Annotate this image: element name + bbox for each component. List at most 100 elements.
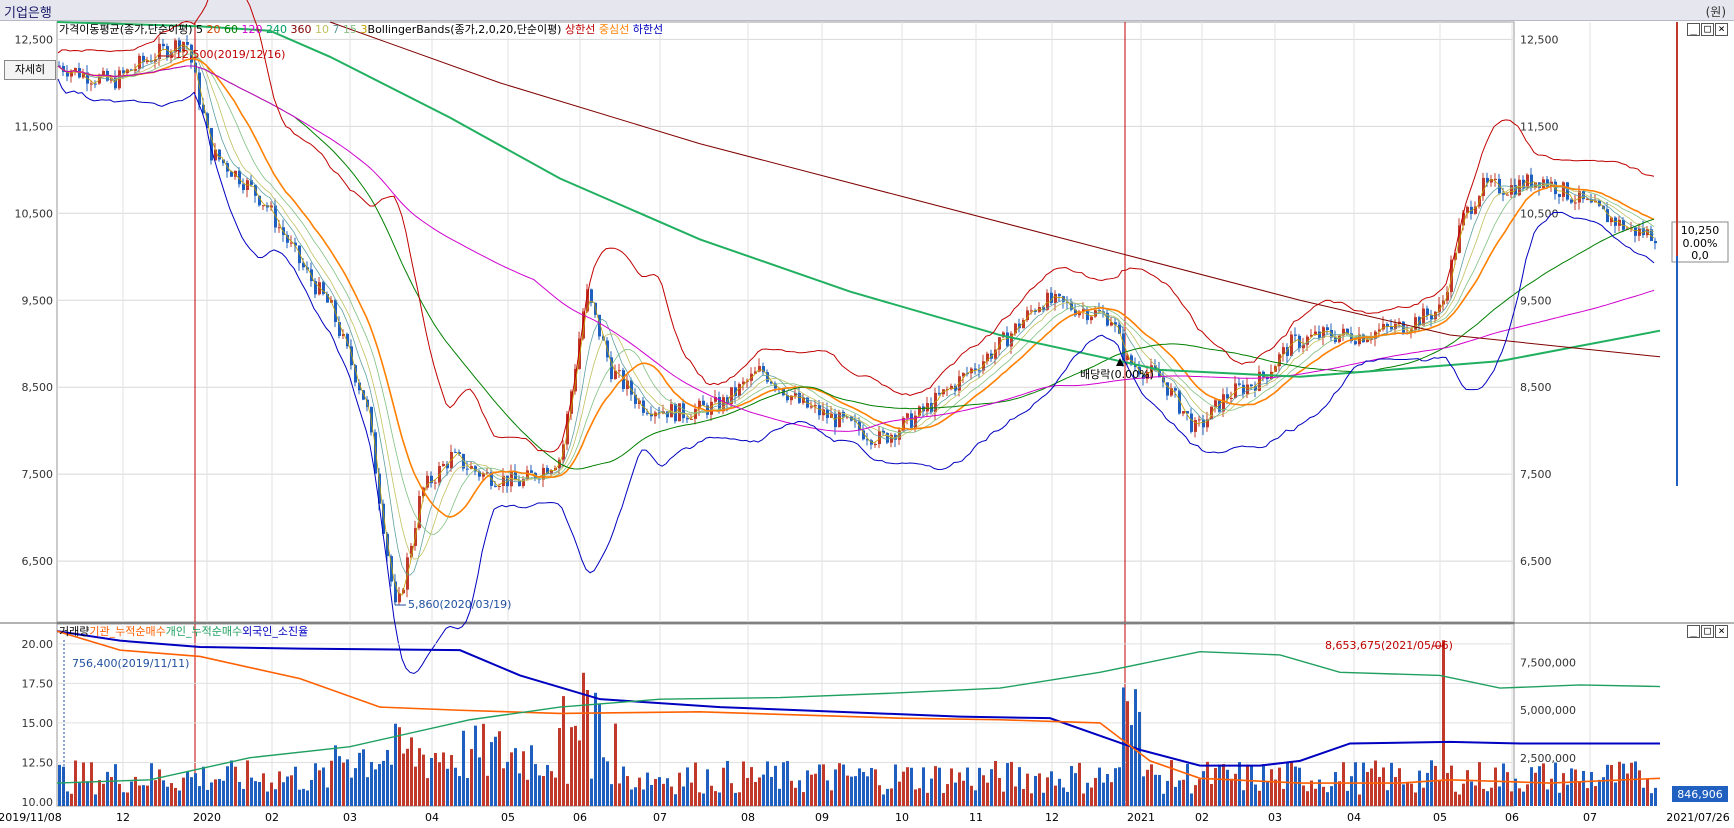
volume-bar [1262, 764, 1265, 806]
volume-bar [150, 763, 153, 806]
volume-bar [1634, 761, 1637, 806]
volume-bar [354, 768, 357, 806]
volume-panel-window-buttons[interactable]: _ □ × [1686, 624, 1728, 638]
minimize-icon[interactable]: _ [1687, 23, 1700, 36]
price-legend-item: 20 [203, 23, 221, 36]
volume-bar [378, 763, 381, 806]
volume-bar [1250, 764, 1253, 806]
candle-body [758, 366, 761, 372]
volume-bar [1194, 785, 1197, 806]
volume-bar [398, 727, 401, 806]
price-panel-window-buttons[interactable]: _ □ × [1686, 22, 1728, 36]
x-tick-label: 09 [815, 811, 829, 824]
volume-bar [822, 764, 825, 806]
volume-bar [1494, 767, 1497, 806]
candle-body [470, 466, 473, 469]
volume-bar [570, 727, 573, 806]
candle-body [1558, 194, 1561, 197]
high-annotation: 12,500(2019/12/16) [175, 48, 285, 61]
volume-bar [486, 775, 489, 806]
individual-cumulative-line [56, 651, 1661, 784]
volume-bar [442, 752, 445, 806]
candle-body [394, 581, 397, 603]
volume-bar [1342, 762, 1345, 806]
volume-bar [282, 782, 285, 806]
candle-body [426, 475, 429, 488]
volume-bar [1542, 763, 1545, 806]
candle-body [1250, 384, 1253, 387]
volume-bar [594, 692, 597, 806]
candle-body [1202, 419, 1205, 428]
volume-bar [1038, 773, 1041, 806]
candle-body [322, 282, 325, 294]
volume-bar [642, 789, 645, 806]
volume-bar [1234, 773, 1237, 806]
volume-bar [962, 780, 965, 806]
volume-bar [166, 786, 169, 806]
volume-bar [1386, 790, 1389, 806]
volume-bar [1394, 777, 1397, 806]
volume-bar [534, 764, 537, 806]
candle-body [234, 170, 237, 177]
volume-tick-right: 7,500,000 [1520, 656, 1576, 669]
candle-body [1042, 307, 1045, 310]
detail-button[interactable]: 자세히 [4, 60, 56, 80]
candle-body [1446, 292, 1449, 301]
candle-body [1014, 323, 1017, 334]
candle-body [258, 195, 261, 206]
candle-body [166, 46, 169, 58]
volume-bar [106, 771, 109, 806]
candle-body [390, 556, 393, 582]
close-icon[interactable]: × [1715, 625, 1728, 638]
candle-body [462, 453, 465, 469]
candle-body [114, 77, 117, 89]
volume-bar [1062, 787, 1065, 806]
candle-body [1118, 324, 1121, 334]
candle-body [634, 394, 637, 404]
candle-body [1622, 219, 1625, 230]
candle-body [1502, 193, 1505, 195]
candle-body [1326, 327, 1329, 331]
candle-body [318, 282, 321, 295]
volume-bar [254, 781, 257, 806]
volume-bar [266, 791, 269, 806]
candle-body [1110, 322, 1113, 326]
restore-icon[interactable]: □ [1701, 625, 1714, 638]
candle-body [1114, 322, 1117, 325]
volume-bar [1110, 782, 1113, 806]
candle-body [1254, 386, 1257, 391]
restore-icon[interactable]: □ [1701, 23, 1714, 36]
candle-body [1414, 317, 1417, 330]
volume-bar [674, 794, 677, 806]
volume-bar [334, 745, 337, 806]
candle-body [550, 470, 553, 474]
candle-body [650, 413, 653, 417]
volume-bar [750, 767, 753, 806]
volume-bar [546, 764, 549, 806]
volume-bar [1138, 711, 1141, 806]
candle-body [1426, 308, 1429, 316]
volume-bar [450, 755, 453, 806]
volume-bar [1530, 767, 1533, 806]
minimize-icon[interactable]: _ [1687, 625, 1700, 638]
candle-body [1582, 191, 1585, 200]
candle-body [1318, 331, 1321, 338]
candle-body [1386, 323, 1389, 327]
candle-body [1186, 411, 1189, 414]
volume-bar [1102, 782, 1105, 806]
volume-bar [874, 769, 877, 806]
close-icon[interactable]: × [1715, 23, 1728, 36]
volume-bar [1274, 779, 1277, 806]
candle-body [1398, 321, 1401, 324]
x-tick-label: 06 [573, 811, 587, 824]
volume-bar [1270, 769, 1273, 806]
volume-bar [1514, 778, 1517, 806]
volume-bar [802, 792, 805, 806]
candle-body [170, 52, 173, 58]
volume-bar [1122, 687, 1125, 806]
candle-body [442, 463, 445, 467]
candle-body [1090, 316, 1093, 321]
volume-bar [658, 777, 661, 806]
candle-body [1018, 323, 1021, 329]
x-tick-label: 2019/11/08 [0, 811, 62, 824]
